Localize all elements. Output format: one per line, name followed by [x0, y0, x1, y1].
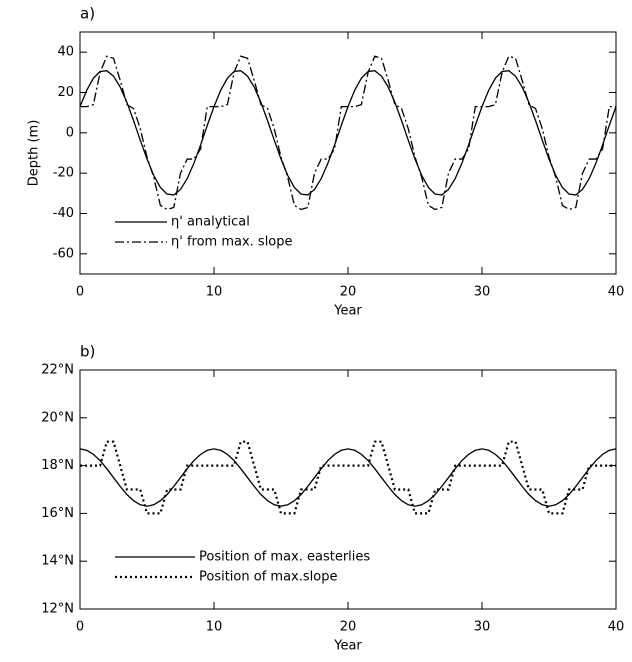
- panel-title: b): [80, 343, 95, 361]
- panel-title: a): [80, 5, 95, 23]
- y-tick-label: 22°N: [41, 363, 74, 378]
- x-tick-label: 20: [340, 285, 357, 300]
- x-axis-label: Year: [333, 304, 362, 319]
- plot-frame: [79, 31, 617, 275]
- y-tick-label: 16°N: [41, 506, 74, 521]
- x-tick-label: 0: [76, 285, 84, 300]
- x-tick-label: 0: [76, 620, 84, 635]
- x-tick-label: 30: [474, 285, 491, 300]
- x-tick-label: 40: [608, 620, 625, 635]
- x-tick-label: 30: [474, 620, 491, 635]
- x-tick-label: 40: [608, 285, 625, 300]
- y-axis-label: Depth (m): [27, 120, 42, 187]
- legend-label: Position of max. easterlies: [199, 550, 370, 565]
- x-tick-label: 10: [206, 620, 223, 635]
- series-line: [79, 70, 617, 196]
- legend-label: Position of max.slope: [199, 570, 337, 585]
- y-tick-label: 12°N: [41, 602, 74, 617]
- series-line: [80, 55, 616, 211]
- y-tick-label: 20: [57, 85, 74, 100]
- legend-label: η' analytical: [171, 215, 250, 230]
- y-tick-label: -40: [53, 206, 74, 221]
- y-tick-label: 0: [66, 125, 74, 140]
- x-axis-label: Year: [333, 639, 362, 654]
- series-line: [80, 440, 616, 515]
- series-line: [79, 448, 617, 507]
- y-tick-label: 14°N: [41, 554, 74, 569]
- y-tick-label: -20: [53, 166, 74, 181]
- y-tick-label: 20°N: [41, 410, 74, 425]
- y-tick-label: 40: [57, 45, 74, 60]
- x-tick-label: 20: [340, 620, 357, 635]
- y-tick-label: 18°N: [41, 458, 74, 473]
- legend-label: η' from max. slope: [171, 235, 293, 250]
- y-tick-label: -60: [53, 246, 74, 261]
- x-tick-label: 10: [206, 285, 223, 300]
